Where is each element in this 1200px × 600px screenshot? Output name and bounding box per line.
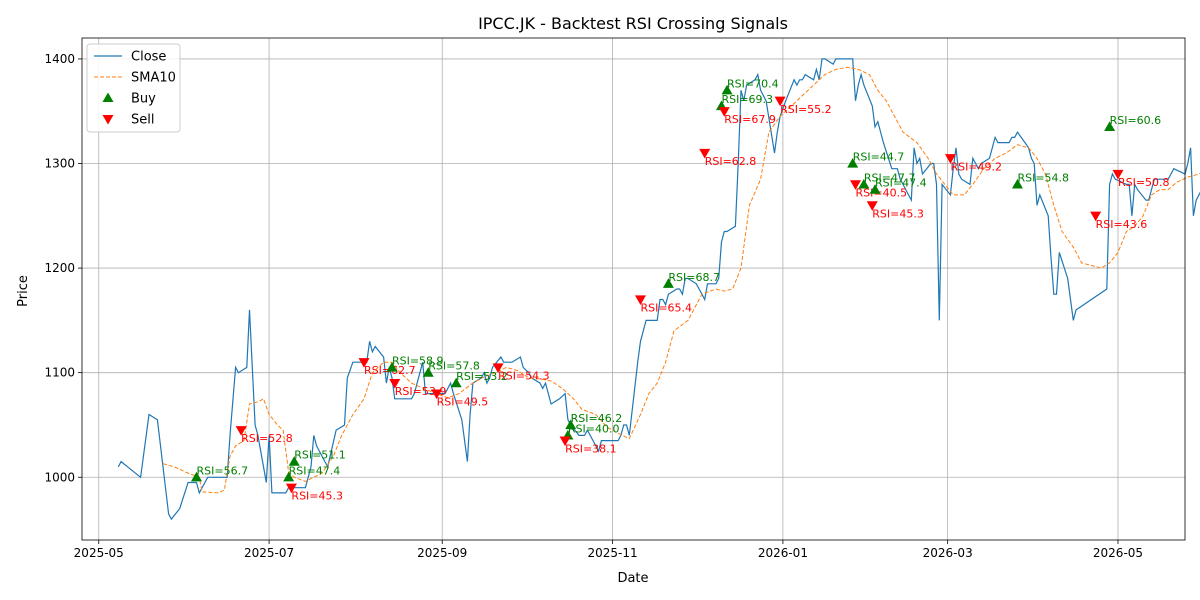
buy-marker — [190, 471, 202, 482]
plot-area: RSI=56.7 RSI=52.8 RSI=47.4 RSI=51.1 RSI=45.3… — [117, 58, 1200, 521]
y-tick-label: 1200 — [44, 261, 75, 275]
buy-marker — [283, 471, 295, 482]
sell-marker — [559, 436, 571, 447]
sell-marker — [235, 426, 247, 436]
axes-frame — [81, 37, 1186, 541]
x-tick-label: 2025-09 — [417, 546, 467, 560]
buy-label: RSI=44.7 — [853, 151, 905, 164]
axes: 2025-05 2025-07 2025-09 2025-11 2026-01 2026-… — [44, 37, 1186, 560]
buy-marker — [847, 158, 859, 168]
legend-label: SMA10 — [131, 71, 176, 86]
buy-label: RSI=56.7 — [196, 464, 248, 477]
buy-marker — [386, 361, 398, 372]
x-tick-label: 2025-05 — [74, 546, 124, 560]
buy-marker — [869, 184, 881, 194]
x-tick-label: 2026-01 — [758, 546, 808, 560]
sell-marker — [718, 107, 730, 117]
buy-marker — [1104, 121, 1116, 132]
buy-marker — [858, 178, 870, 189]
buy-label: RSI=69.3 — [721, 93, 773, 106]
sell-marker — [1112, 169, 1124, 180]
buy-label: RSI=47.4 — [289, 464, 341, 477]
buy-label: RSI=58.9 — [392, 354, 444, 367]
close-price-line — [117, 58, 1200, 521]
buy-label: RSI=68.7 — [668, 271, 720, 284]
sell-label: RSI=43.6 — [1096, 218, 1148, 231]
x-tick-label: 2025-07 — [244, 546, 294, 560]
buy-label: RSI=47.4 — [875, 177, 927, 190]
sell-marker — [774, 96, 786, 107]
chart-title: IPCC.JK - Backtest RSI Crossing Signals — [478, 14, 788, 33]
sell-label: RSI=65.4 — [640, 301, 692, 314]
legend-box — [86, 43, 181, 133]
legend-swatch-sell — [102, 115, 114, 125]
buy-label: RSI=53.2 — [456, 370, 508, 383]
sell-label: RSI=54.3 — [498, 369, 550, 382]
sell-marker — [285, 483, 297, 494]
buy-label: RSI=46.2 — [571, 412, 623, 425]
y-tick-label: 1000 — [44, 470, 75, 484]
sell-marker — [492, 363, 504, 373]
buy-label: RSI=51.1 — [294, 449, 346, 462]
sell-label: RSI=49.5 — [437, 396, 489, 409]
sell-label: RSI=49.2 — [950, 160, 1002, 173]
sell-label: RSI=52.8 — [241, 432, 293, 445]
buy-label: RSI=40.0 — [568, 422, 620, 435]
x-tick-label: 2026-05 — [1093, 546, 1143, 560]
y-tick-label: 1400 — [44, 52, 75, 66]
buy-label: RSI=57.8 — [428, 360, 480, 373]
x-tick-label: 2026-03 — [923, 546, 973, 560]
buy-marker — [450, 377, 462, 388]
sell-marker — [358, 358, 370, 368]
buy-label: RSI=47.7 — [864, 171, 916, 184]
sell-marker — [389, 379, 401, 389]
buy-marker — [721, 84, 733, 95]
legend: Close SMA10 Buy Sell — [86, 43, 181, 133]
sell-marker — [431, 389, 443, 400]
sell-marker — [1090, 211, 1102, 222]
buy-label: RSI=54.8 — [1017, 171, 1069, 184]
x-axis-title: Date — [617, 571, 648, 586]
sell-label: RSI=53.9 — [395, 385, 447, 398]
sell-marker — [944, 154, 956, 164]
legend-label: Close — [131, 50, 166, 65]
y-tick-label: 1100 — [44, 366, 75, 380]
sell-marker — [866, 201, 878, 211]
legend-swatch-buy — [102, 92, 114, 102]
legend-label: Sell — [131, 113, 154, 128]
sell-label: RSI=67.9 — [724, 113, 776, 126]
buy-marker — [422, 367, 434, 377]
buy-label: RSI=70.4 — [727, 77, 779, 90]
sell-label: RSI=38.1 — [565, 443, 617, 456]
buy-marker — [1011, 178, 1023, 189]
sell-label: RSI=55.2 — [780, 103, 832, 116]
sell-label: RSI=62.8 — [705, 155, 757, 168]
legend-label: Buy — [131, 92, 156, 107]
sell-marker — [849, 180, 861, 190]
y-axis-title: Price — [16, 275, 31, 307]
y-tick-label: 1300 — [44, 157, 75, 171]
sell-label: RSI=40.5 — [855, 186, 907, 199]
sell-marker — [634, 295, 646, 305]
sell-label: RSI=45.3 — [291, 490, 343, 503]
sell-label: RSI=45.3 — [872, 207, 924, 220]
sell-marker — [699, 148, 711, 159]
buy-marker — [565, 419, 577, 430]
sma10-line — [162, 66, 1200, 494]
buy-marker — [662, 278, 674, 288]
buy-marker — [288, 456, 300, 466]
buy-label: RSI=60.6 — [1110, 114, 1162, 127]
sell-label: RSI=50.8 — [1118, 176, 1170, 189]
x-tick-label: 2025-11 — [587, 546, 637, 560]
